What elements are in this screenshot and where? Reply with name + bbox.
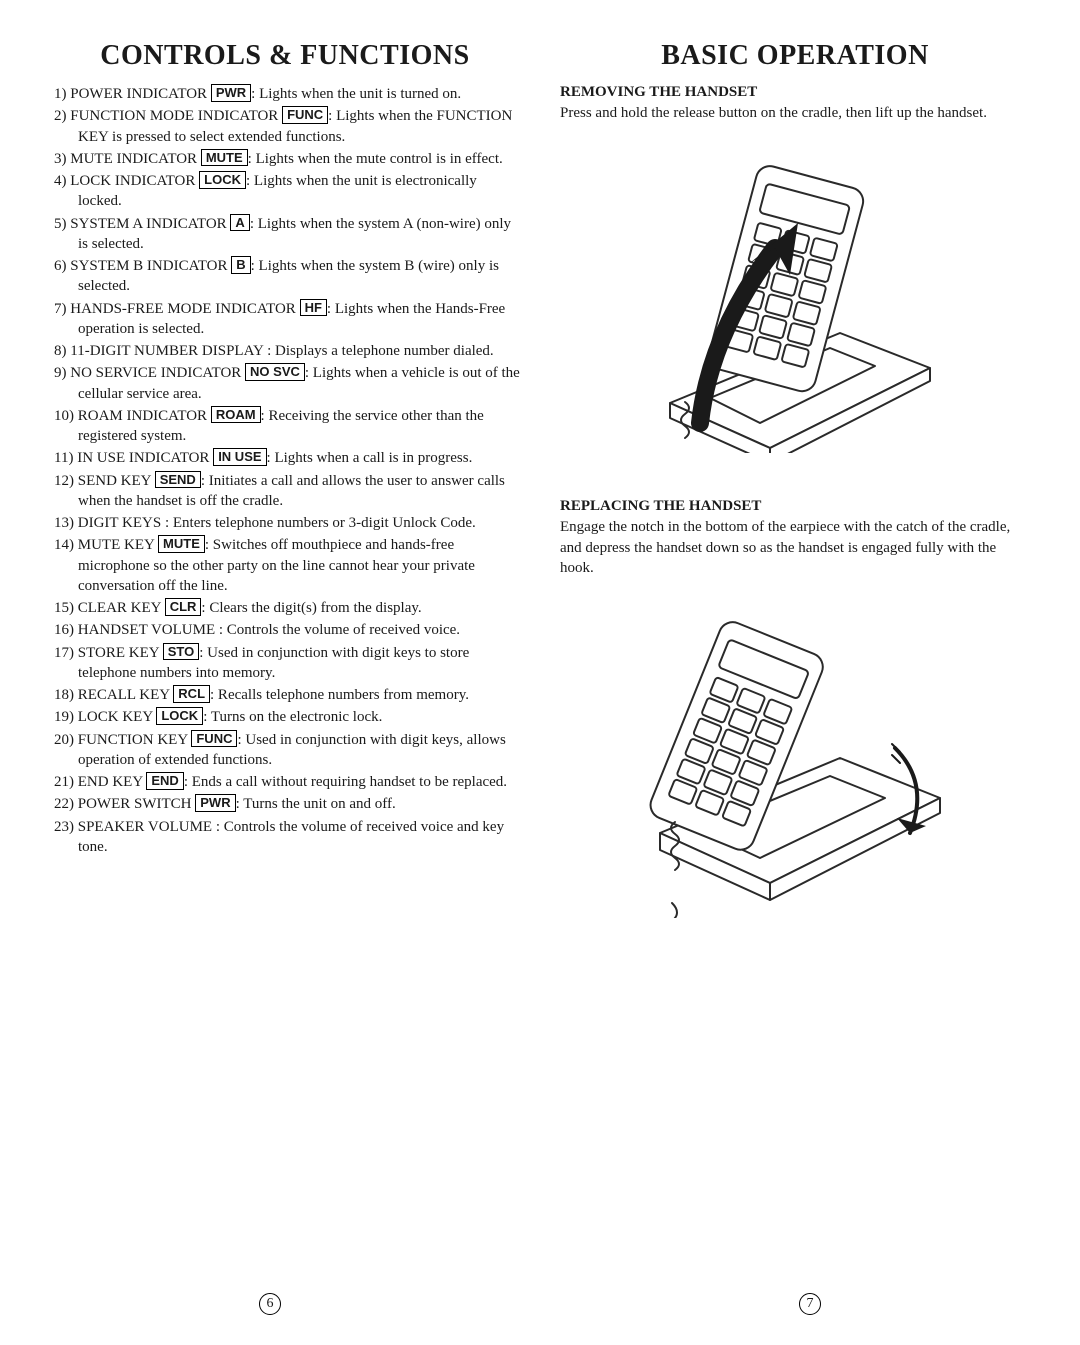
control-item: LOCK INDICATOR LOCK: Lights when the uni… — [54, 171, 520, 212]
control-item: SYSTEM B INDICATOR B: Lights when the sy… — [54, 256, 520, 297]
control-item-name: CLEAR KEY — [78, 600, 165, 616]
replacing-illustration — [560, 608, 1030, 923]
keycap-label: LOCK — [156, 707, 203, 725]
keycap-label: MUTE — [201, 149, 248, 167]
control-item-desc: : Turns the unit on and off. — [236, 796, 396, 812]
control-item: FUNCTION KEY FUNC: Used in conjunction w… — [54, 730, 520, 771]
control-item-desc: : Enters telephone numbers or 3-digit Un… — [165, 515, 476, 531]
control-item: SYSTEM A INDICATOR A: Lights when the sy… — [54, 214, 520, 255]
control-item-desc: : Recalls telephone numbers from memory. — [210, 687, 469, 703]
control-item-name: DIGIT KEYS — [78, 515, 165, 531]
control-item-name: 11-DIGIT NUMBER DISPLAY — [70, 343, 267, 359]
keycap-label: END — [146, 772, 183, 790]
control-item-name: SYSTEM A INDICATOR — [70, 216, 230, 232]
control-item-name: SEND KEY — [78, 473, 155, 489]
control-item-name: MUTE INDICATOR — [70, 151, 201, 167]
removing-illustration — [560, 153, 1030, 458]
control-item-desc: : Lights when a call is in progress. — [267, 450, 473, 466]
removing-body: Press and hold the release button on the… — [560, 103, 1030, 123]
keycap-label: SEND — [155, 471, 201, 489]
control-item: POWER SWITCH PWR: Turns the unit on and … — [54, 794, 520, 814]
control-item: 11-DIGIT NUMBER DISPLAY : Displays a tel… — [54, 341, 520, 361]
control-item-desc: : Displays a telephone number dialed. — [267, 343, 494, 359]
control-item: HANDS-FREE MODE INDICATOR HF: Lights whe… — [54, 299, 520, 340]
control-item-name: RECALL KEY — [78, 687, 174, 703]
control-item-name: POWER INDICATOR — [70, 86, 211, 102]
page-numbers: 6 7 — [0, 1293, 1080, 1315]
replacing-head: REPLACING THE HANDSET — [560, 498, 1030, 515]
controls-list: POWER INDICATOR PWR: Lights when the uni… — [50, 84, 520, 857]
control-item: STORE KEY STO: Used in conjunction with … — [54, 643, 520, 684]
page-number-right: 7 — [799, 1293, 821, 1315]
control-item-name: END KEY — [78, 774, 147, 790]
control-item-desc: : Ends a call without requiring handset … — [184, 774, 507, 790]
control-item-name: STORE KEY — [78, 645, 163, 661]
control-item: IN USE INDICATOR IN USE: Lights when a c… — [54, 448, 520, 468]
controls-title: CONTROLS & FUNCTIONS — [50, 40, 520, 72]
control-item: HANDSET VOLUME : Controls the volume of … — [54, 620, 520, 640]
control-item-name: ROAM INDICATOR — [78, 408, 211, 424]
control-item-name: POWER SWITCH — [78, 796, 196, 812]
keycap-label: FUNC — [282, 106, 328, 124]
control-item-name: SYSTEM B INDICATOR — [70, 258, 231, 274]
keycap-label: LOCK — [199, 171, 246, 189]
control-item: MUTE KEY MUTE: Switches off mouthpiece a… — [54, 535, 520, 596]
keycap-label: B — [231, 256, 250, 274]
replacing-body: Engage the notch in the bottom of the ea… — [560, 517, 1030, 578]
keycap-label: NO SVC — [245, 363, 305, 381]
keycap-label: A — [230, 214, 249, 232]
control-item: MUTE INDICATOR MUTE: Lights when the mut… — [54, 149, 520, 169]
control-item-name: IN USE INDICATOR — [77, 450, 213, 466]
control-item-name: LOCK INDICATOR — [70, 173, 199, 189]
control-item: SEND KEY SEND: Initiates a call and allo… — [54, 471, 520, 512]
control-item: ROAM INDICATOR ROAM: Receiving the servi… — [54, 406, 520, 447]
control-item-desc: : Clears the digit(s) from the display. — [201, 600, 421, 616]
control-item-name: HANDS-FREE MODE INDICATOR — [70, 301, 299, 317]
keycap-label: IN USE — [213, 448, 266, 466]
control-item-name: FUNCTION KEY — [78, 732, 192, 748]
control-item-name: MUTE KEY — [78, 537, 158, 553]
control-item-desc: : Controls the volume of received voice. — [219, 622, 460, 638]
control-item: SPEAKER VOLUME : Controls the volume of … — [54, 817, 520, 858]
keycap-label: MUTE — [158, 535, 205, 553]
control-item-name: FUNCTION MODE INDICATOR — [70, 108, 282, 124]
control-item-name: HANDSET VOLUME — [78, 622, 219, 638]
control-item-desc: : Turns on the electronic lock. — [203, 709, 382, 725]
page-number-left: 6 — [259, 1293, 281, 1315]
control-item-name: NO SERVICE INDICATOR — [70, 365, 245, 381]
left-column: CONTROLS & FUNCTIONS POWER INDICATOR PWR… — [50, 40, 520, 963]
control-item: POWER INDICATOR PWR: Lights when the uni… — [54, 84, 520, 104]
control-item-desc: : Lights when the unit is turned on. — [251, 86, 461, 102]
control-item-name: LOCK KEY — [78, 709, 157, 725]
keycap-label: RCL — [173, 685, 210, 703]
keycap-label: FUNC — [191, 730, 237, 748]
control-item: NO SERVICE INDICATOR NO SVC: Lights when… — [54, 363, 520, 404]
removing-head: REMOVING THE HANDSET — [560, 84, 1030, 101]
control-item: FUNCTION MODE INDICATOR FUNC: Lights whe… — [54, 106, 520, 147]
keycap-label: HF — [300, 299, 327, 317]
control-item-desc: : Lights when the mute control is in eff… — [248, 151, 503, 167]
basic-op-title: BASIC OPERATION — [560, 40, 1030, 72]
control-item: RECALL KEY RCL: Recalls telephone number… — [54, 685, 520, 705]
right-column: BASIC OPERATION REMOVING THE HANDSET Pre… — [560, 40, 1030, 963]
keycap-label: PWR — [195, 794, 235, 812]
keycap-label: PWR — [211, 84, 251, 102]
keycap-label: CLR — [165, 598, 202, 616]
control-item: END KEY END: Ends a call without requiri… — [54, 772, 520, 792]
control-item: LOCK KEY LOCK: Turns on the electronic l… — [54, 707, 520, 727]
control-item: CLEAR KEY CLR: Clears the digit(s) from … — [54, 598, 520, 618]
keycap-label: ROAM — [211, 406, 261, 424]
keycap-label: STO — [163, 643, 200, 661]
control-item-name: SPEAKER VOLUME — [78, 819, 216, 835]
control-item: DIGIT KEYS : Enters telephone numbers or… — [54, 513, 520, 533]
